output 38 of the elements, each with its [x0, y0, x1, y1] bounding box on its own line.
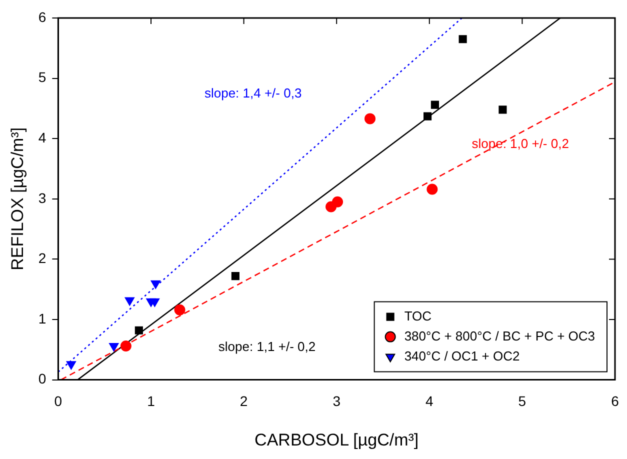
point	[134, 326, 143, 334]
point	[458, 35, 467, 44]
y-axis-title: REFILOX [µgC/m³]	[8, 127, 27, 270]
point	[424, 112, 432, 120]
point	[66, 361, 76, 370]
y-tick-label: 0	[38, 370, 46, 387]
annotation: slope: 1,4 +/- 0,3	[204, 86, 302, 101]
annotation: slope: 1,1 +/- 0,2	[218, 338, 316, 354]
point	[150, 280, 160, 289]
y-tick-label: 6	[38, 8, 46, 25]
point	[124, 297, 134, 306]
y-tick-label: 1	[38, 310, 46, 326]
y-tick-label: 2	[38, 250, 46, 266]
point	[231, 272, 240, 280]
point	[426, 184, 438, 195]
point	[109, 343, 119, 352]
legend-label: 340°C / OC1 + OC2	[404, 348, 520, 364]
x-tick-label: 1	[147, 393, 156, 410]
y-tick-label: 3	[38, 190, 46, 206]
x-tick-label: 5	[518, 393, 526, 410]
x-tick-label: 0	[54, 393, 62, 410]
y-tick-label: 5	[38, 69, 46, 86]
legend-label: 380°C + 800°C / BC + PC + OC3	[404, 328, 596, 344]
x-tick-label: 3	[332, 393, 341, 410]
point	[430, 100, 439, 109]
point	[364, 113, 376, 124]
x-tick-label: 2	[240, 393, 248, 410]
y-tick-label: 4	[38, 129, 46, 146]
legend-label: TOC	[404, 308, 432, 324]
point	[150, 298, 160, 307]
x-tick-label: 6	[611, 393, 620, 410]
point	[174, 304, 186, 316]
point	[332, 196, 344, 208]
point	[120, 340, 132, 352]
x-axis-title: CARBOSOL [µgC/m³]	[254, 430, 419, 450]
point	[498, 106, 507, 114]
annotation: slope: 1,0 +/- 0,2	[472, 136, 569, 152]
x-tick-label: 4	[425, 393, 434, 410]
